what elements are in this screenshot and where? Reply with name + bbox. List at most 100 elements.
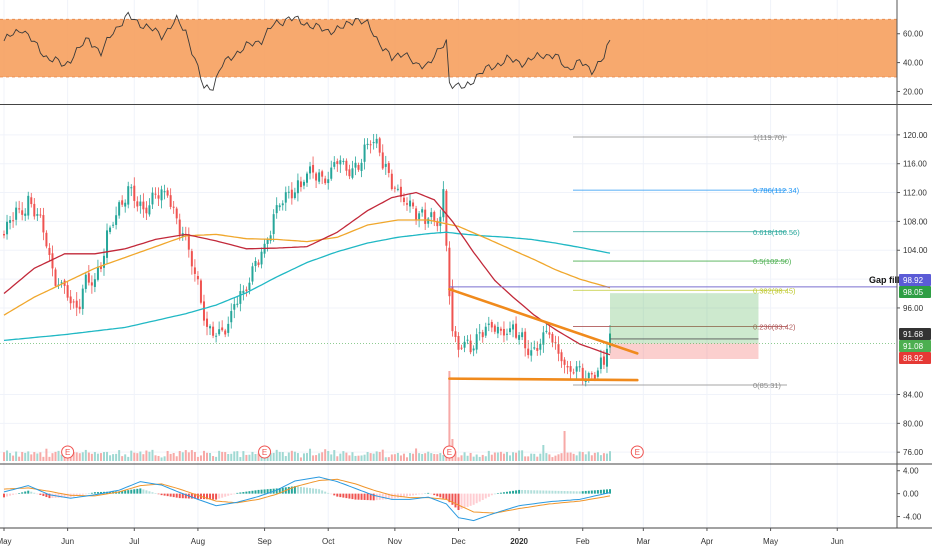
volume-bar <box>539 453 542 461</box>
volume-bar <box>81 452 84 461</box>
volume-bar <box>484 456 487 461</box>
macd-histogram-bar <box>124 490 127 494</box>
macd-signal-line <box>3 478 611 514</box>
macd-histogram-bar <box>581 491 584 494</box>
volume-bar <box>84 449 87 461</box>
macd-histogram-bar <box>572 491 575 494</box>
volume-bar <box>499 451 502 461</box>
candle-body <box>115 215 118 225</box>
macd-histogram-bar <box>490 493 493 496</box>
candle-body <box>609 333 611 348</box>
volume-bar <box>312 455 315 461</box>
volume-bar <box>272 452 275 461</box>
candle-body <box>466 339 469 341</box>
macd-histogram-bar <box>381 493 384 500</box>
macd-histogram-bar <box>63 493 66 498</box>
macd-histogram-bar <box>548 490 551 494</box>
earnings-marker-label: E <box>635 448 640 457</box>
volume-bar <box>163 456 166 461</box>
volume-bar <box>457 457 460 461</box>
fib-level-label: 0.236(93.42) <box>753 323 796 332</box>
macd-histogram-bar <box>590 490 593 494</box>
macd-histogram-bar <box>172 493 175 498</box>
macd-histogram-bar <box>309 488 312 494</box>
price-tag-label: 91.08 <box>903 342 924 351</box>
x-tick-label: Jul <box>129 537 139 546</box>
candle-body <box>9 220 12 223</box>
volume-bar <box>505 451 508 461</box>
volume-bar <box>348 455 351 461</box>
volume-bar <box>233 451 236 461</box>
candle-body <box>239 291 242 304</box>
macd-histogram-bar <box>530 490 533 494</box>
volume-bar <box>496 452 499 461</box>
macd-histogram-bar <box>163 493 166 496</box>
candle-body <box>384 163 387 167</box>
candle-body <box>566 366 569 368</box>
volume-bar <box>36 453 39 461</box>
volume-bar <box>175 456 178 461</box>
volume-bar <box>533 453 536 461</box>
volume-bar <box>315 455 318 461</box>
volume-bar <box>227 454 230 461</box>
candle-body <box>581 367 584 381</box>
macd-histogram-bar <box>596 490 599 494</box>
volume-bar <box>599 455 602 461</box>
volume-bar <box>215 456 218 461</box>
macd-histogram-bar <box>248 491 251 494</box>
volume-bar <box>542 445 545 461</box>
volume-bar <box>96 453 99 461</box>
macd-histogram-bar <box>66 493 69 498</box>
volume-bar <box>190 450 193 461</box>
candle-body <box>287 191 290 193</box>
macd-histogram-bar <box>24 491 27 494</box>
volume-bar <box>418 453 421 461</box>
candle-body <box>6 221 9 235</box>
macd-histogram-bar <box>554 490 557 494</box>
volume-bar <box>15 451 18 461</box>
macd-histogram-bar <box>81 493 84 495</box>
price-tag <box>899 340 931 352</box>
volume-bar <box>563 431 566 461</box>
volume-bar <box>106 451 109 461</box>
candle-body <box>324 178 327 184</box>
candle-body <box>151 192 154 205</box>
macd-histogram-bar <box>263 489 266 494</box>
volume-bar <box>351 452 354 461</box>
earnings-marker <box>61 445 75 459</box>
candle-body <box>302 181 305 186</box>
volume-bar <box>78 453 81 461</box>
volume-bar <box>372 453 375 461</box>
candle-body <box>457 336 460 350</box>
rsi-tick-label: 60.00 <box>903 30 924 39</box>
volume-bar <box>354 455 357 461</box>
macd-histogram-bar <box>563 491 566 494</box>
candle-body <box>18 208 21 210</box>
x-tick-label: Jun <box>831 537 844 546</box>
macd-histogram-bar <box>269 488 272 494</box>
macd-histogram-bar <box>524 490 527 494</box>
volume-bar <box>584 454 587 461</box>
volume-bar <box>554 455 557 461</box>
candle-body <box>402 197 405 202</box>
volume-bar <box>384 457 387 461</box>
volume-bar <box>509 455 512 461</box>
volume-bar <box>536 456 539 461</box>
volume-bar <box>436 454 439 461</box>
volume-bar <box>572 453 575 461</box>
macd-histogram-bar <box>57 493 60 498</box>
macd-histogram-bar <box>36 493 39 495</box>
price-tag <box>899 328 931 340</box>
macd-histogram-bar <box>90 492 93 494</box>
candle-body <box>484 326 487 336</box>
volume-bar <box>393 454 396 461</box>
volume-bar <box>151 449 154 461</box>
volume-bar <box>551 457 554 461</box>
volume-bar <box>102 452 105 461</box>
candle-body <box>15 207 18 220</box>
candle-body <box>233 304 236 310</box>
candle-body <box>272 214 275 235</box>
candle-body <box>436 220 439 227</box>
candle-body <box>196 275 199 280</box>
